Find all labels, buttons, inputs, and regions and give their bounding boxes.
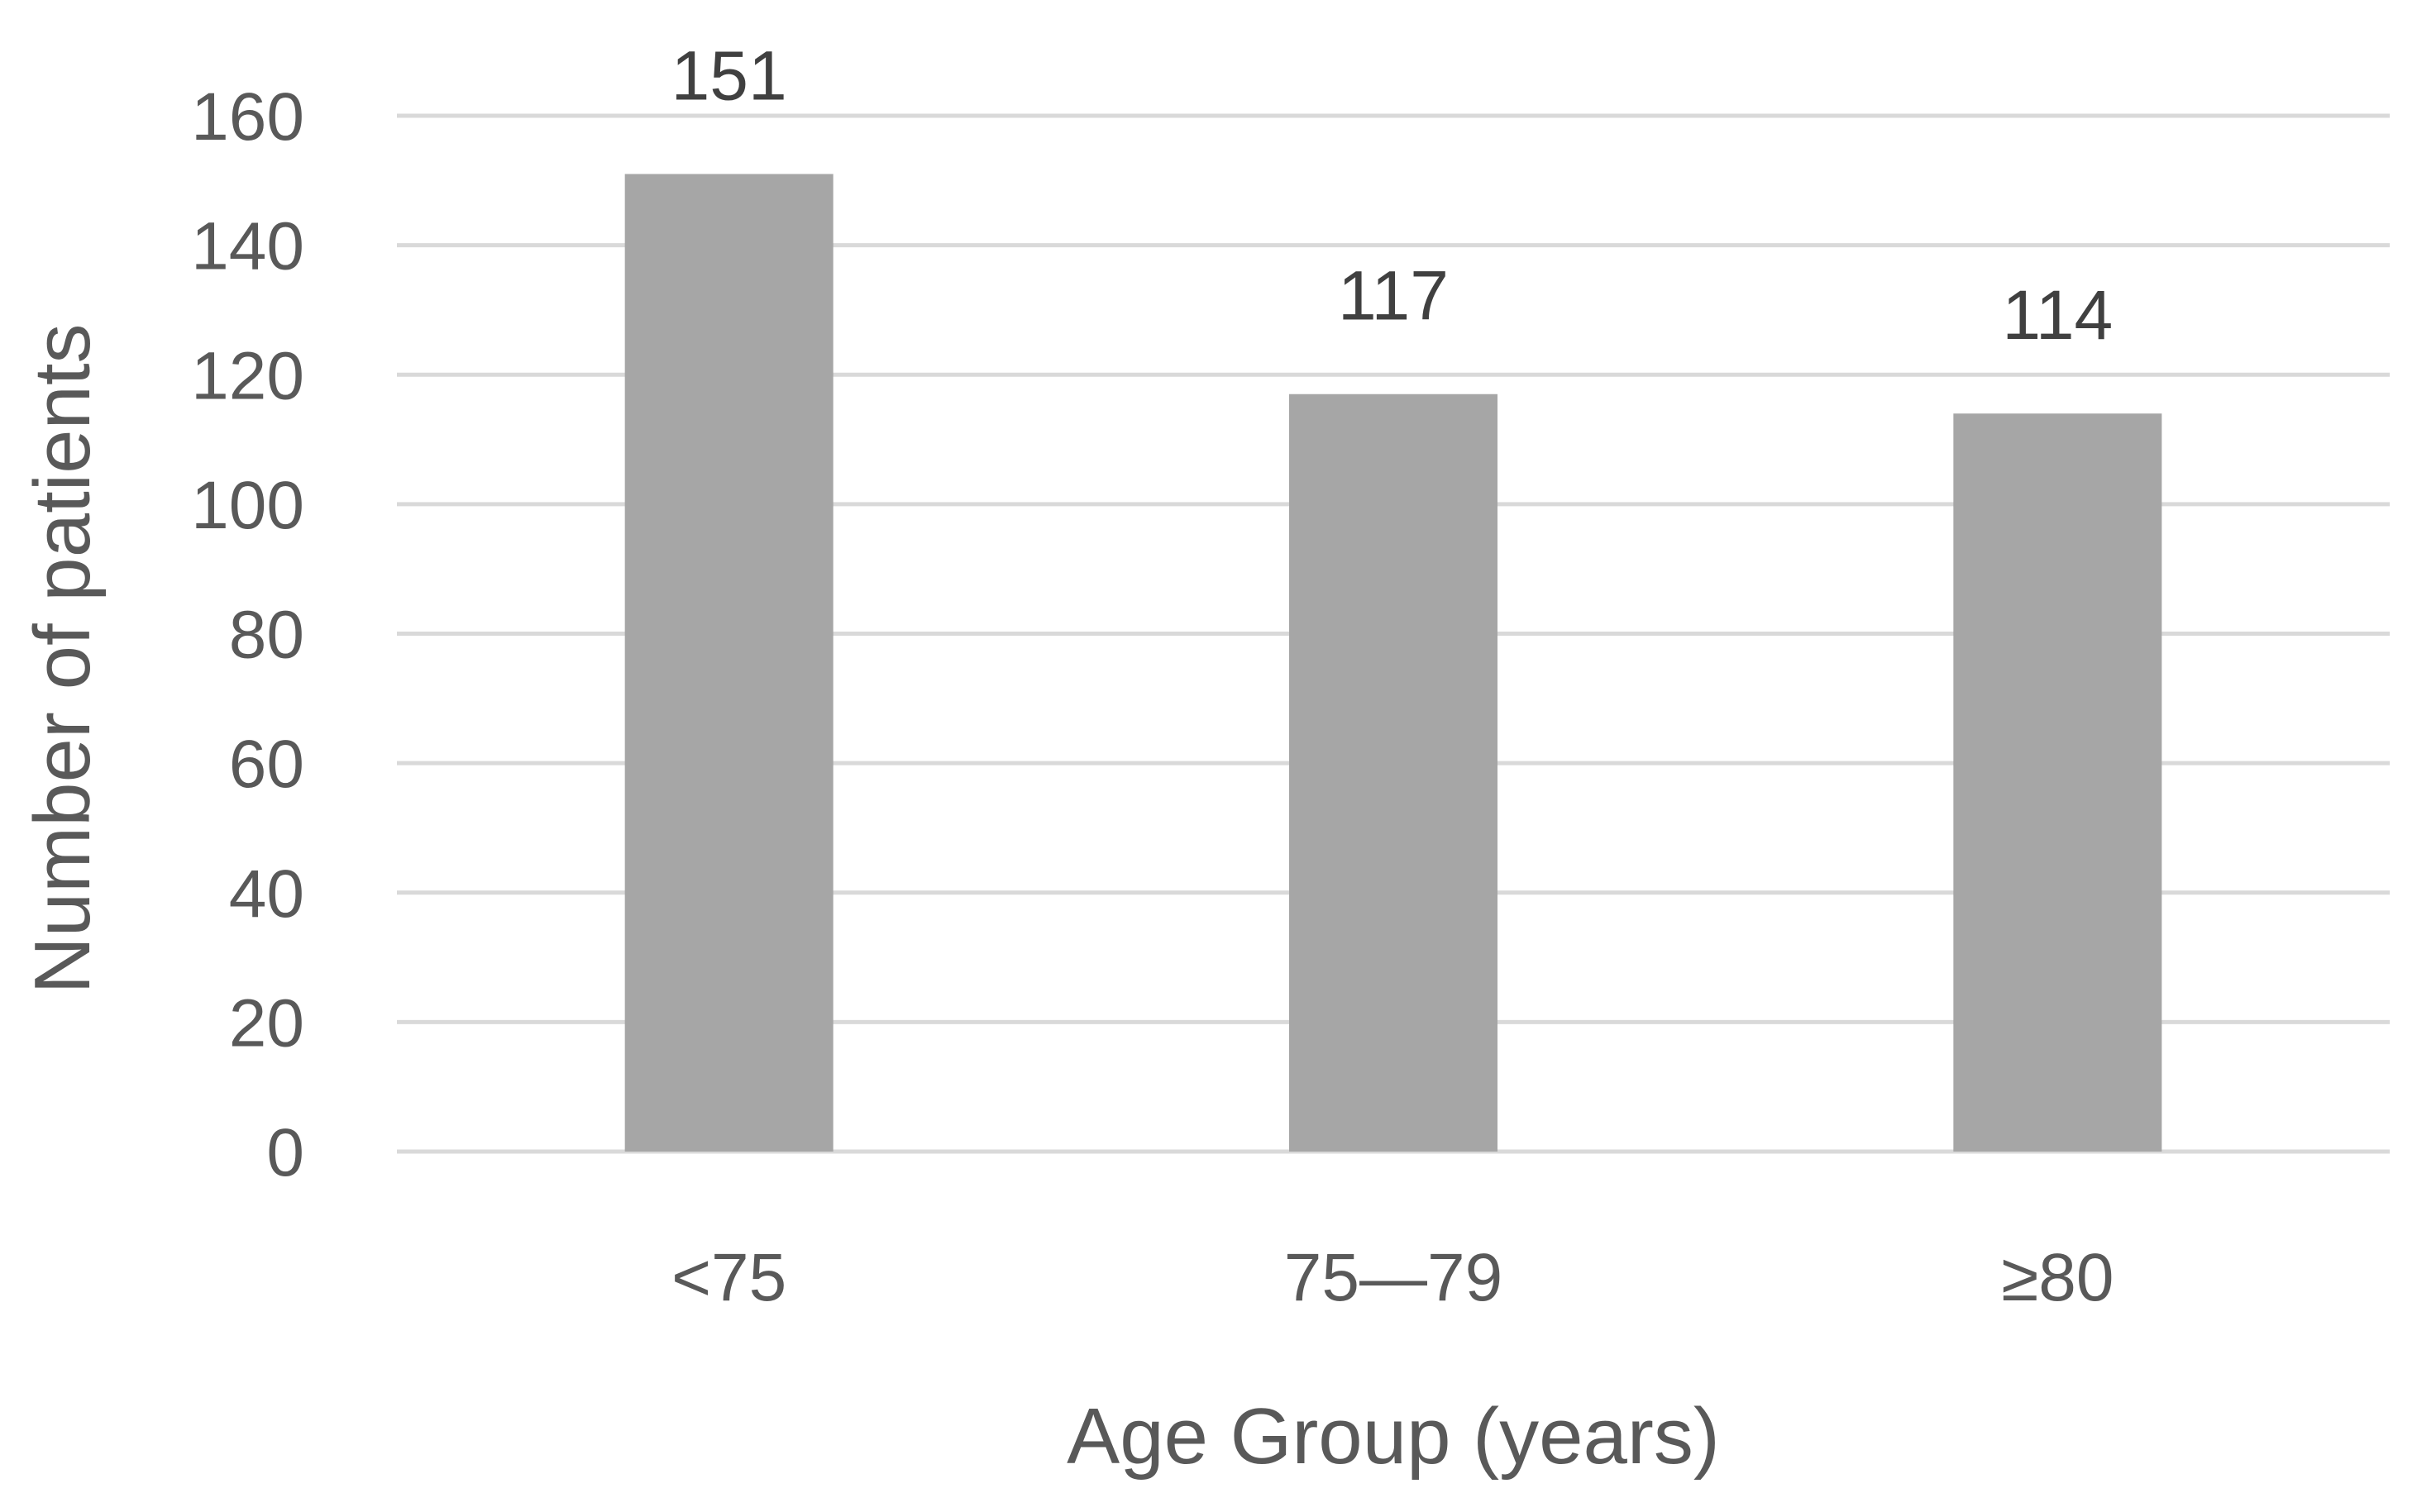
y-tick-label: 0 [266,1115,304,1190]
data-label: 151 [671,36,787,114]
data-label: 114 [2002,276,2113,354]
y-tick-label: 120 [191,338,304,413]
y-tick-label: 20 [229,985,304,1061]
bar [624,174,834,1152]
y-tick-label: 80 [229,598,304,673]
x-axis-title: Age Group (years) [1067,1392,1720,1481]
data-labels: 151 117 114 [671,36,2114,354]
x-tick-label: 75—79 [1284,1240,1502,1315]
bar [1289,394,1497,1152]
data-label: 117 [1338,257,1449,335]
bar [1953,413,2162,1152]
y-tick-label: 60 [229,727,304,802]
x-axis-ticks: <75 75—79 ≥80 [671,1240,2114,1315]
y-axis-ticks: 0 20 40 60 80 100 120 140 160 [191,79,304,1190]
x-tick-label: ≥80 [2001,1240,2114,1315]
y-tick-label: 140 [191,209,304,284]
y-tick-label: 40 [229,856,304,932]
y-tick-label: 160 [191,79,304,155]
bars [624,174,2162,1152]
y-tick-label: 100 [191,468,304,543]
x-tick-label: <75 [671,1240,786,1315]
y-axis-title: Number of patients [18,323,107,994]
